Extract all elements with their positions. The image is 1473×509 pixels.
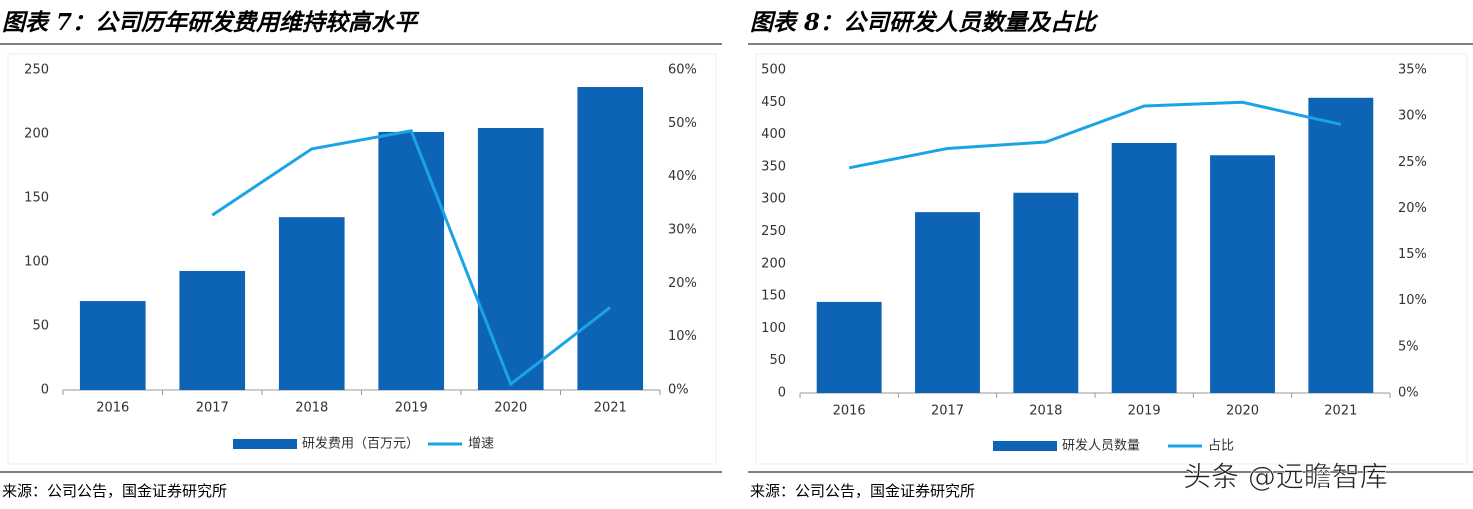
y-tick-label: 0 [41,383,49,398]
y-tick-label: 450 [761,95,786,110]
y2-tick-label: 40% [668,169,697,184]
bar [1111,142,1177,393]
chart-title: 图表 7：公司历年研发费用维持较高水平 [2,9,420,36]
y2-tick-label: 10% [1398,293,1427,308]
bar [1210,155,1275,393]
x-tick-label: 2020 [1226,404,1259,419]
legend-marker [993,441,1057,451]
legend-label: 占比 [1208,439,1234,454]
y2-tick-label: 60% [668,63,697,78]
watermark: 头条 @远瞻智库 [1183,460,1388,493]
bar [1308,97,1374,393]
bar [577,87,644,391]
y-tick-label: 200 [24,127,49,142]
legend-marker [233,439,297,449]
y2-tick-label: 10% [668,329,697,344]
y-tick-label: 250 [24,63,49,78]
x-tick-label: 2016 [833,404,866,419]
legend-label: 增速 [468,437,494,452]
y-tick-label: 300 [761,192,786,207]
bar [79,301,146,390]
line [211,129,612,387]
y-tick-label: 100 [761,321,786,336]
y-tick-label: 350 [761,159,786,174]
y2-tick-label: 15% [1398,247,1427,262]
y-tick-label: 500 [761,63,786,78]
y-tick-label: 50 [32,319,49,334]
x-tick-label: 2021 [1324,404,1357,419]
y-tick-label: 150 [761,289,786,304]
x-tick-label: 2021 [594,401,627,416]
bar [915,212,980,393]
x-tick-label: 2017 [196,401,229,416]
x-tick-label: 2016 [96,401,129,416]
source: 来源：公司公告，国金证券研究所 [750,482,975,500]
y-tick-label: 50 [769,353,786,368]
x-tick-label: 2017 [931,404,964,419]
x-tick-label: 2019 [1128,404,1161,419]
y2-tick-label: 20% [1398,201,1427,216]
legend-label: 研发费用（百万元） [302,436,419,452]
y-tick-label: 0 [778,386,786,401]
y2-tick-label: 25% [1398,155,1427,170]
y-tick-label: 400 [761,127,786,142]
y-tick-label: 200 [761,256,786,271]
line [848,100,1342,170]
y2-tick-label: 35% [1398,63,1427,78]
y2-tick-label: 30% [1398,109,1427,124]
y2-tick-label: 0% [668,383,689,398]
y2-tick-label: 0% [1398,386,1419,401]
bar [477,127,544,390]
bar [179,270,246,390]
legend-label: 研发人员数量 [1062,438,1140,454]
bar [278,217,345,390]
bar [816,301,882,393]
y2-tick-label: 30% [668,223,697,238]
bar [1013,192,1079,393]
y-tick-label: 250 [761,224,786,239]
source: 来源：公司公告，国金证券研究所 [2,482,227,500]
chart-title: 图表 8：公司研发人员数量及占比 [750,9,1099,36]
x-tick-label: 2018 [1029,404,1062,419]
x-tick-label: 2020 [494,401,527,416]
x-tick-label: 2019 [395,401,428,416]
y-tick-label: 100 [24,255,49,270]
y2-tick-label: 5% [1398,339,1419,354]
y2-tick-label: 20% [668,276,697,291]
y2-tick-label: 50% [668,116,697,131]
bar [378,131,445,390]
x-tick-label: 2018 [295,401,328,416]
y-tick-label: 150 [24,191,49,206]
